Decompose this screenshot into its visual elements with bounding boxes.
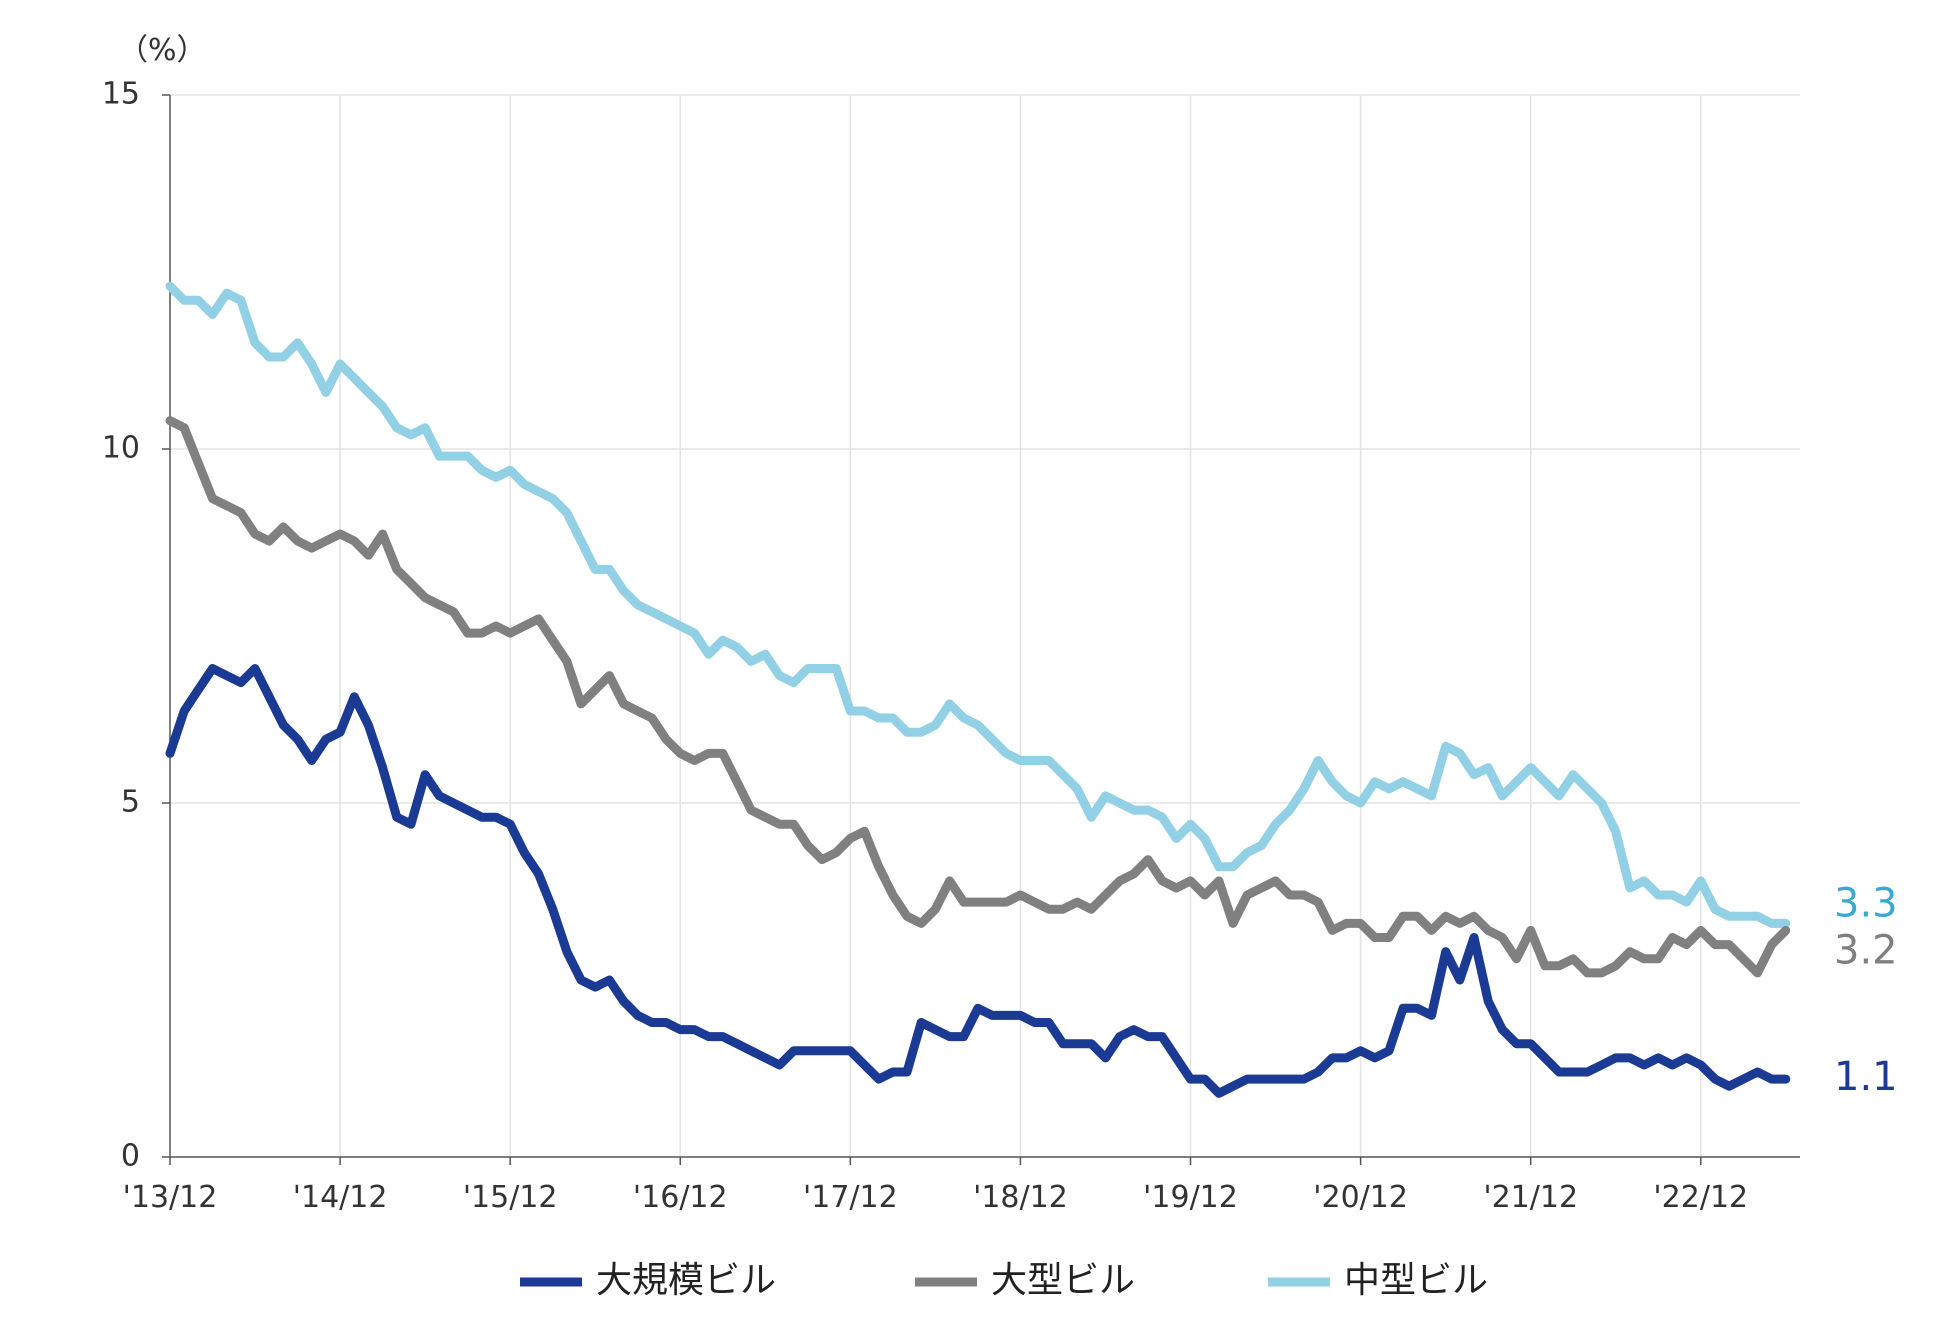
x-tick-label: '14/12 [293,1180,388,1215]
x-tick-label: '17/12 [803,1180,898,1215]
x-tick-label: '15/12 [463,1180,558,1215]
x-tick-label: '16/12 [633,1180,728,1215]
y-tick-label: 5 [121,785,140,820]
x-tick-label: '18/12 [973,1180,1068,1215]
y-tick-label: 10 [102,431,140,466]
legend-label: 大型ビル [991,1260,1135,1301]
y-axis-ticks: 0 5 10 15 [102,77,140,1174]
legend-label: 中型ビル [1344,1260,1488,1301]
y-axis-unit-label: （%） [118,33,207,68]
series-line-2 [165,664,1791,1098]
x-tick-label: '19/12 [1143,1180,1238,1215]
x-tick-label: '22/12 [1653,1180,1748,1215]
series-end-labels: 3.33.2 1.1 [1834,880,1898,1100]
grid-lines [170,94,1800,1157]
series-line-0 [165,281,1791,928]
x-tick-label: '13/12 [123,1180,218,1215]
series-end-label: 1.1 [1834,1054,1898,1100]
series-line-1 [165,416,1791,978]
y-tick-label: 15 [102,77,140,112]
x-axis-ticks: '13/12 '14/12 '15/12 '16/12 '17/12 '18/12 '19/… [123,1180,1748,1215]
axes [162,94,1800,1165]
legend: 大規模ビル 大型ビル 中型ビル [520,1260,1488,1301]
x-tick-label: '21/12 [1483,1180,1578,1215]
y-tick-label: 0 [121,1139,140,1174]
x-tick-label: '20/12 [1313,1180,1408,1215]
legend-label: 大規模ビル [596,1260,776,1301]
series-end-label: 3.2 [1834,927,1898,973]
series-lines [165,281,1791,1098]
series-end-label: 3.3 [1834,880,1898,926]
